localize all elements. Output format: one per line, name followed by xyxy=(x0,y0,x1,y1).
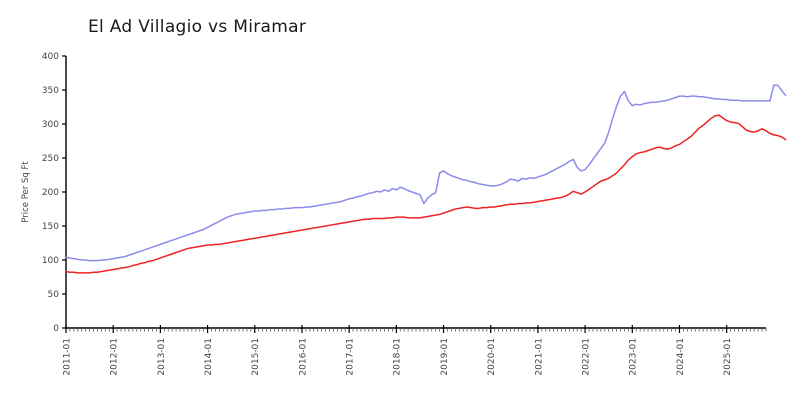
x-axis-tick-label: 2024-01 xyxy=(676,338,686,376)
y-axis: 0 50 100 150 200 250 300 350 400 xyxy=(42,52,67,334)
x-axis-tick-label: 2013-01 xyxy=(157,338,167,376)
series-line-el-ad-villagio xyxy=(65,84,787,262)
x-axis-tick-label: 2022-01 xyxy=(582,338,592,376)
y-axis-tick-label: 0 xyxy=(53,324,59,334)
y-axis-tick-label: 350 xyxy=(42,86,59,96)
x-axis-tick-label: 2021-01 xyxy=(534,338,544,376)
series-line-miramar xyxy=(65,114,787,274)
y-axis-tick-label: 400 xyxy=(42,52,59,62)
y-axis-tick-label: 250 xyxy=(42,154,59,164)
series-lines xyxy=(65,84,787,274)
y-axis-tick-label: 200 xyxy=(42,188,59,198)
x-axis-tick-label: 2019-01 xyxy=(440,338,450,376)
x-axis-tick-label: 2020-01 xyxy=(487,338,497,376)
x-axis-tick-label: 2015-01 xyxy=(251,338,261,376)
x-axis-tick-label: 2023-01 xyxy=(629,338,639,376)
x-axis-tick-label: 2018-01 xyxy=(393,338,403,376)
chart-title: El Ad Villagio vs Miramar xyxy=(88,17,307,37)
y-axis-tick-label: 300 xyxy=(42,120,59,130)
x-axis-tick-label: 2012-01 xyxy=(110,338,120,376)
x-axis-tick-label: 2011-01 xyxy=(62,338,72,376)
x-axis-tick-label: 2017-01 xyxy=(346,338,356,376)
y-axis-tick-label: 150 xyxy=(42,222,59,232)
x-axis-tick-label: 2014-01 xyxy=(204,338,214,376)
x-axis-tick-label: 2016-01 xyxy=(298,338,308,376)
x-axis-tick-label: 2025-01 xyxy=(723,338,733,376)
y-axis-tick-label: 50 xyxy=(48,290,60,300)
y-axis-tick-label: 100 xyxy=(42,256,59,266)
x-axis: 2011-01 2012-01 2013-01 2014-01 2015-01 2016-… xyxy=(62,325,767,376)
y-axis-label: Price Per Sq Ft xyxy=(21,161,31,223)
